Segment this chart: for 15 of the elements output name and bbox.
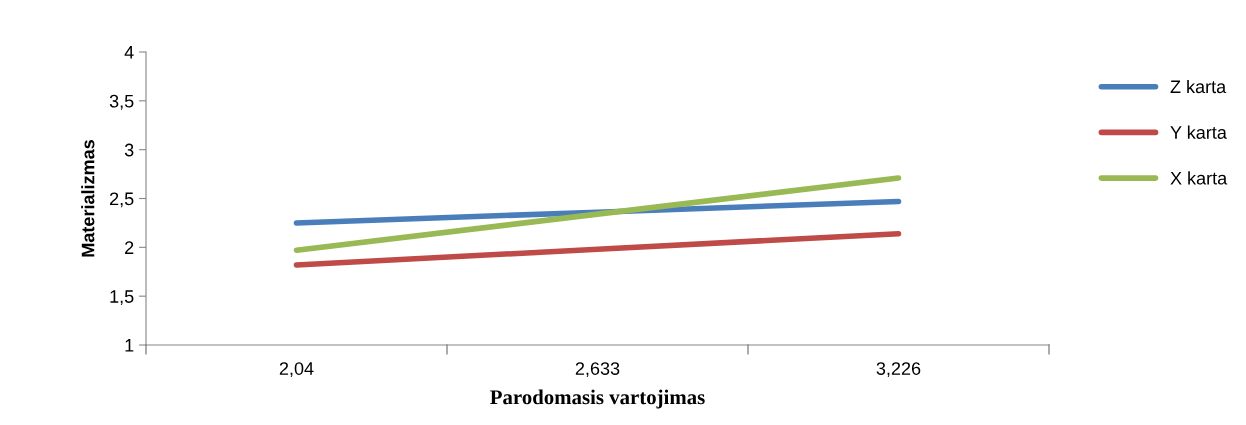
y-tick-label: 4 xyxy=(124,46,134,59)
x-tick-label: 2,633 xyxy=(575,362,620,378)
y-tick-label: 1 xyxy=(125,339,134,352)
y-axis-title: Materializmas xyxy=(81,140,95,257)
y-tick-label: 2 xyxy=(125,241,134,254)
legend-label: Z karta xyxy=(1170,79,1227,94)
legend-label: Y karta xyxy=(1170,125,1227,139)
y-tick-label: 3 xyxy=(124,143,134,157)
y-tick-label: 1,5 xyxy=(110,290,134,306)
legend-label: X karta xyxy=(1170,171,1228,185)
y-tick-label: 2,5 xyxy=(110,192,134,208)
x-axis-title: Parodomasis vartojimas xyxy=(490,389,705,409)
y-tick-label: 3,5 xyxy=(109,94,134,110)
x-tick-label: 3,226 xyxy=(876,362,921,378)
x-tick-label: 2,04 xyxy=(279,362,314,378)
